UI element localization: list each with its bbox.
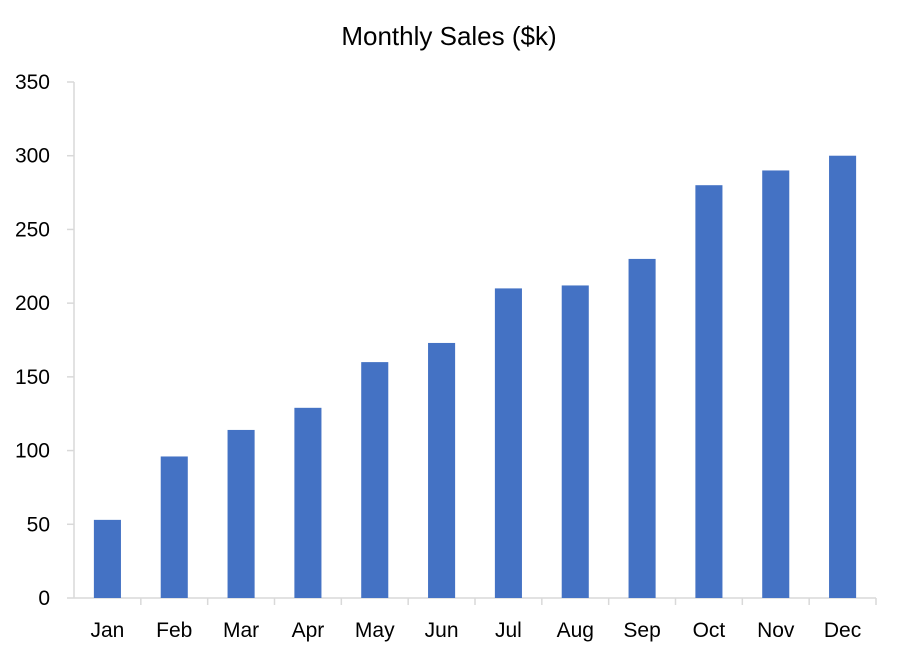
y-tick-label: 50 [27,513,50,536]
y-tick-label: 200 [15,292,50,315]
bar-dec [829,155,857,598]
bar-jul [494,288,522,598]
x-tick-label: Feb [156,619,192,642]
bar-aug [561,285,589,598]
y-tick-label: 250 [15,218,50,241]
bar-oct [695,185,723,598]
bar-apr [294,407,322,598]
x-axis: Jan Feb Mar Apr May Jun Jul Aug Sep Oct Nov Dec [74,597,877,642]
y-axis: 0 50 100 150 200 250 300 350 [15,71,75,610]
x-tick-label: May [355,619,395,642]
x-tick-label: Jun [425,619,459,642]
y-tick-label: 0 [38,587,50,610]
bar-sep [628,258,656,598]
x-tick-label: Aug [557,619,594,642]
bar-jan [93,519,121,598]
y-tick-label: 350 [15,71,50,94]
x-tick-label: Nov [757,619,795,642]
x-tick-label: Mar [223,619,259,642]
y-tick-label: 100 [15,440,50,463]
bar-mar [227,429,255,598]
bar-feb [160,456,188,598]
bar-nov [762,170,790,598]
y-tick-label: 150 [15,366,50,389]
x-tick-label: Dec [824,619,861,642]
x-tick-label: Sep [623,619,660,642]
bar-may [361,362,389,598]
bar-jun [428,342,456,598]
y-tick-label: 300 [15,145,50,168]
chart-title: Monthly Sales ($k) [341,21,556,51]
x-tick-label: Oct [693,619,726,642]
x-tick-label: Jan [90,619,124,642]
bars [93,155,857,598]
x-tick-label: Jul [495,619,522,642]
x-tick-label: Apr [292,619,325,642]
